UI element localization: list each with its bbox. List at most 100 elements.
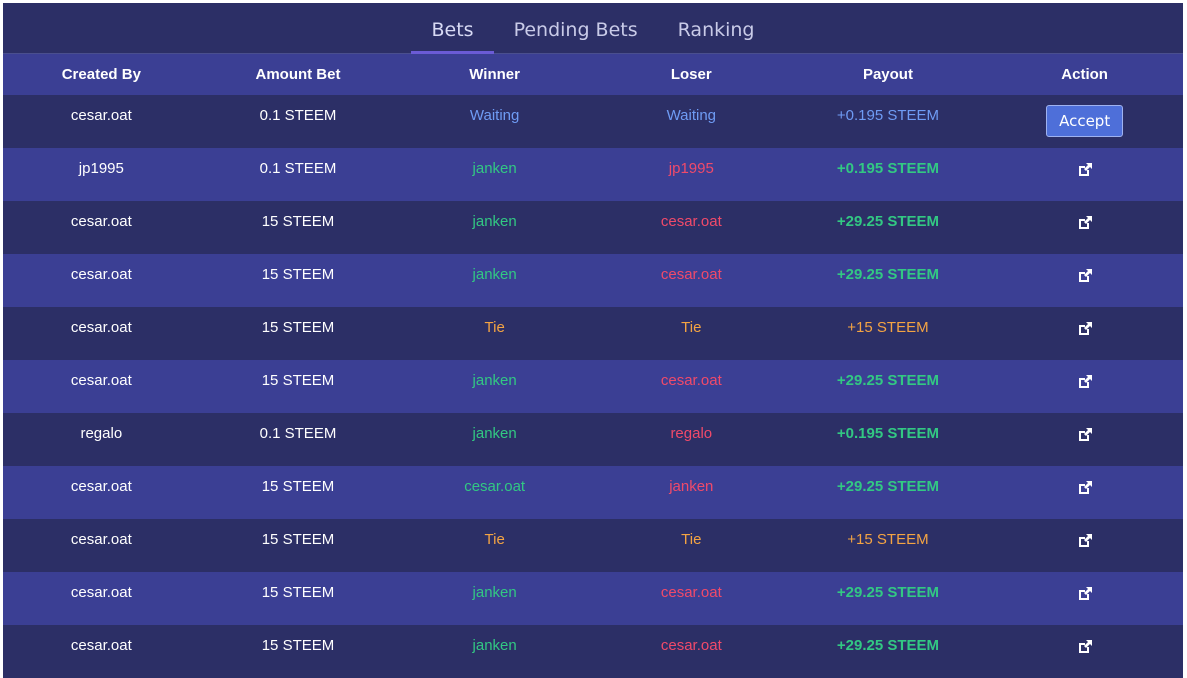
column-header-amount-bet: Amount Bet: [255, 66, 341, 83]
cell-action: [986, 307, 1183, 360]
cell-action: Accept: [986, 95, 1183, 148]
cell-action: [986, 254, 1183, 307]
external-link-icon[interactable]: [1077, 533, 1093, 549]
cell-created-by: cesar.oat: [70, 266, 132, 283]
cell-payout: +29.25 STEEM: [836, 372, 940, 389]
cell-winner: janken: [472, 425, 517, 442]
cell-payout: +0.195 STEEM: [836, 107, 940, 124]
cell-action: [986, 148, 1183, 201]
cell-action: [986, 625, 1183, 678]
cell-created-by: cesar.oat: [70, 531, 132, 548]
cell-payout: +0.195 STEEM: [836, 160, 940, 177]
table-row: cesar.oat 0.1 STEEM Waiting Waiting +0.195 S…: [3, 95, 1183, 148]
cell-created-by: cesar.oat: [70, 213, 132, 230]
cell-loser: cesar.oat: [660, 584, 722, 601]
cell-winner: janken: [472, 584, 517, 601]
cell-created-by: cesar.oat: [70, 584, 132, 601]
tab-ranking[interactable]: Ranking: [677, 19, 755, 41]
bets-table: Created By Amount Bet Winner Loser Payou…: [3, 54, 1183, 678]
bets-panel: Bets Pending Bets Ranking Created By Amo…: [3, 3, 1183, 678]
cell-created-by: regalo: [80, 425, 123, 442]
cell-amount-bet: 15 STEEM: [261, 531, 335, 548]
cell-payout: +29.25 STEEM: [836, 213, 940, 230]
cell-action: [986, 572, 1183, 625]
table-row: cesar.oat 15 STEEM janken cesar.oat +29.25 S…: [3, 572, 1183, 625]
cell-amount-bet: 0.1 STEEM: [259, 107, 337, 124]
cell-winner: Waiting: [469, 107, 520, 124]
cell-created-by: cesar.oat: [70, 637, 132, 654]
tab-bar: Bets Pending Bets Ranking: [3, 3, 1183, 54]
table-row: cesar.oat 15 STEEM janken cesar.oat +29.25 S…: [3, 201, 1183, 254]
cell-amount-bet: 0.1 STEEM: [259, 425, 337, 442]
external-link-icon[interactable]: [1077, 480, 1093, 496]
cell-created-by: cesar.oat: [70, 478, 132, 495]
cell-loser: cesar.oat: [660, 213, 722, 230]
cell-winner: janken: [472, 266, 517, 283]
cell-action: [986, 466, 1183, 519]
cell-created-by: cesar.oat: [70, 107, 132, 124]
column-header-payout: Payout: [862, 66, 913, 83]
cell-payout: +15 STEEM: [847, 319, 929, 336]
external-link-icon[interactable]: [1077, 639, 1093, 655]
cell-loser: Waiting: [666, 107, 717, 124]
cell-winner: Tie: [484, 319, 505, 336]
cell-winner: cesar.oat: [464, 478, 526, 495]
cell-winner: Tie: [484, 531, 505, 548]
cell-amount-bet: 15 STEEM: [261, 637, 335, 654]
column-header-action: Action: [1061, 66, 1108, 83]
cell-amount-bet: 15 STEEM: [261, 319, 335, 336]
tab-pending-bets[interactable]: Pending Bets: [513, 19, 638, 41]
table-header-row: Created By Amount Bet Winner Loser Payou…: [3, 54, 1183, 95]
table-row: jp1995 0.1 STEEM janken jp1995 +0.195 STEEM: [3, 148, 1183, 201]
table-row: cesar.oat 15 STEEM janken cesar.oat +29.25 S…: [3, 625, 1183, 678]
cell-amount-bet: 0.1 STEEM: [259, 160, 337, 177]
cell-payout: +29.25 STEEM: [836, 266, 940, 283]
table-row: cesar.oat 15 STEEM Tie Tie +15 STEEM: [3, 307, 1183, 360]
cell-winner: janken: [472, 372, 517, 389]
cell-loser: Tie: [681, 319, 702, 336]
cell-payout: +29.25 STEEM: [836, 637, 940, 654]
accept-button[interactable]: Accept: [1046, 105, 1124, 137]
cell-payout: +29.25 STEEM: [836, 478, 940, 495]
table-row: cesar.oat 15 STEEM cesar.oat janken +29.25 S…: [3, 466, 1183, 519]
cell-action: [986, 360, 1183, 413]
cell-loser: Tie: [681, 531, 702, 548]
cell-amount-bet: 15 STEEM: [261, 584, 335, 601]
external-link-icon[interactable]: [1077, 268, 1093, 284]
external-link-icon[interactable]: [1077, 586, 1093, 602]
cell-payout: +29.25 STEEM: [836, 584, 940, 601]
cell-loser: cesar.oat: [660, 266, 722, 283]
cell-loser: cesar.oat: [660, 372, 722, 389]
cell-winner: janken: [472, 213, 517, 230]
table-row: cesar.oat 15 STEEM janken cesar.oat +29.25 S…: [3, 254, 1183, 307]
cell-created-by: cesar.oat: [70, 319, 132, 336]
tab-bets[interactable]: Bets: [411, 19, 494, 54]
cell-payout: +15 STEEM: [847, 531, 929, 548]
cell-action: [986, 519, 1183, 572]
external-link-icon[interactable]: [1077, 215, 1093, 231]
column-header-winner: Winner: [469, 66, 520, 83]
cell-action: [986, 413, 1183, 466]
cell-created-by: jp1995: [78, 160, 124, 177]
column-header-loser: Loser: [670, 66, 712, 83]
external-link-icon[interactable]: [1077, 162, 1093, 178]
external-link-icon[interactable]: [1077, 321, 1093, 337]
cell-amount-bet: 15 STEEM: [261, 266, 335, 283]
cell-created-by: cesar.oat: [70, 372, 132, 389]
cell-winner: janken: [472, 637, 517, 654]
cell-loser: regalo: [670, 425, 713, 442]
external-link-icon[interactable]: [1077, 374, 1093, 390]
cell-loser: jp1995: [668, 160, 714, 177]
cell-amount-bet: 15 STEEM: [261, 372, 335, 389]
table-row: cesar.oat 15 STEEM Tie Tie +15 STEEM: [3, 519, 1183, 572]
table-row: regalo 0.1 STEEM janken regalo +0.195 STEEM: [3, 413, 1183, 466]
cell-action: [986, 201, 1183, 254]
cell-payout: +0.195 STEEM: [836, 425, 940, 442]
cell-amount-bet: 15 STEEM: [261, 213, 335, 230]
external-link-icon[interactable]: [1077, 427, 1093, 443]
column-header-created-by: Created By: [61, 66, 141, 83]
cell-loser: janken: [669, 478, 714, 495]
table-row: cesar.oat 15 STEEM janken cesar.oat +29.25 S…: [3, 360, 1183, 413]
cell-loser: cesar.oat: [660, 637, 722, 654]
cell-amount-bet: 15 STEEM: [261, 478, 335, 495]
